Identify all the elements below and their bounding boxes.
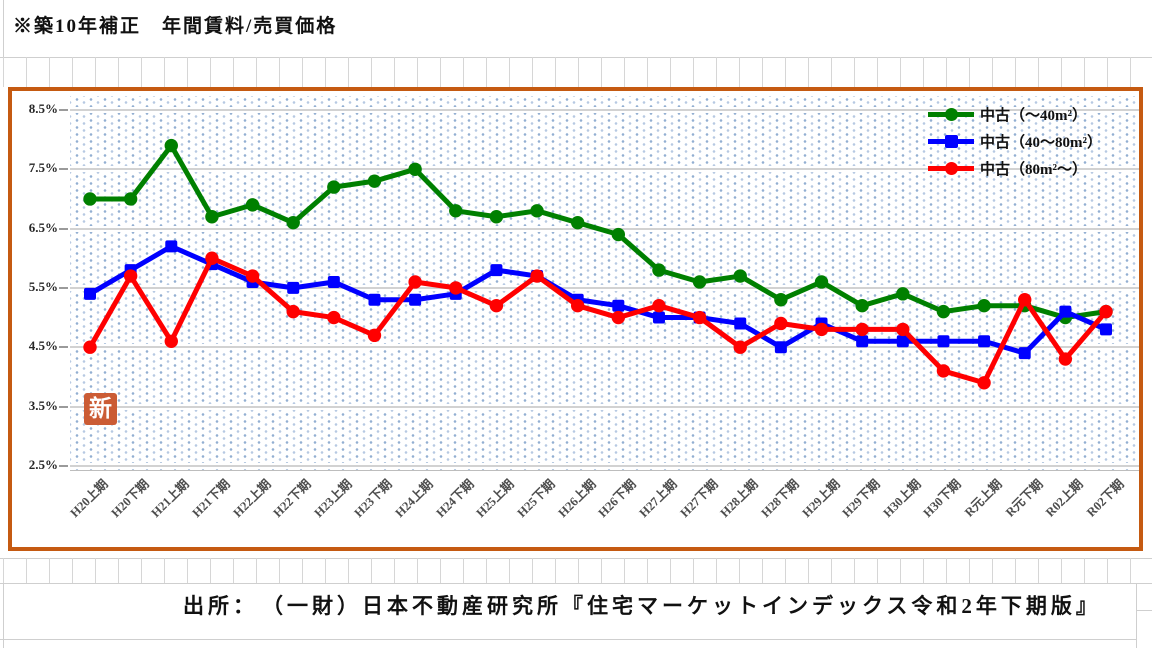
- sheet-gridline-vertical: [1136, 583, 1137, 648]
- legend-line-swatch: [928, 135, 974, 148]
- legend-marker-circle: [945, 108, 958, 121]
- chart-gridline: [70, 344, 1139, 351]
- y-axis-label: 4.5%: [28, 338, 58, 354]
- sheet-cell-row-bottom: [3, 558, 1152, 583]
- sheet-gridline-horizontal: [0, 639, 1136, 640]
- y-axis-tick: [59, 109, 68, 111]
- legend-label: 中古（～40m²）: [980, 108, 1087, 124]
- legend-label: 中古（80m²～）: [980, 162, 1087, 178]
- legend-item-used-40-80: 中古（40～80m²）: [928, 128, 1102, 155]
- sheet-gridline-vertical: [3, 583, 4, 648]
- y-axis-tick: [59, 286, 68, 289]
- y-axis-label: 7.5%: [28, 160, 58, 176]
- chart-legend: 中古（～40m²） 中古（40～80m²） 中古（80m²～）: [928, 101, 1102, 182]
- y-axis-label: 6.5%: [28, 219, 58, 235]
- chart-gridline: [70, 107, 1139, 113]
- chart-gridline: [70, 403, 1139, 410]
- source-note: 出所： （一財）日本不動産研究所『住宅マーケットインデックス令和2年下期版』: [183, 594, 1101, 618]
- y-axis-tick: [59, 405, 68, 408]
- legend-item-used-over-80: 中古（80m²～）: [928, 155, 1102, 182]
- x-axis-line: [70, 470, 1139, 471]
- y-axis-label: 2.5%: [28, 456, 58, 472]
- legend-label: 中古（40～80m²）: [980, 135, 1102, 151]
- y-axis-tick: [59, 464, 68, 467]
- chart-gridline: [70, 462, 1139, 469]
- legend-item-used-under-40: 中古（～40m²）: [928, 101, 1102, 128]
- sheet-gridline-vertical: [3, 0, 4, 57]
- sheet-gridline-horizontal: [0, 583, 1152, 584]
- y-axis-label: 3.5%: [28, 397, 58, 413]
- y-axis-tick: [59, 168, 68, 171]
- y-axis-label: 5.5%: [28, 278, 58, 294]
- sheet-cell-row-top: [3, 57, 1152, 87]
- sheet-title: ※築10年補正 年間賃料/売買価格: [13, 16, 338, 37]
- legend-line-swatch: [928, 108, 974, 121]
- y-axis-label: 8.5%: [28, 101, 58, 116]
- legend-marker-square: [945, 135, 958, 148]
- chart-gridline: [70, 284, 1139, 291]
- new-stamp: 新: [84, 393, 117, 425]
- y-axis-tick: [59, 346, 68, 349]
- chart-gridline: [70, 225, 1139, 232]
- y-axis-tick: [59, 227, 68, 230]
- sheet-gridline-horizontal: [1136, 610, 1152, 611]
- legend-marker-circle: [945, 162, 958, 175]
- legend-line-swatch: [928, 162, 974, 175]
